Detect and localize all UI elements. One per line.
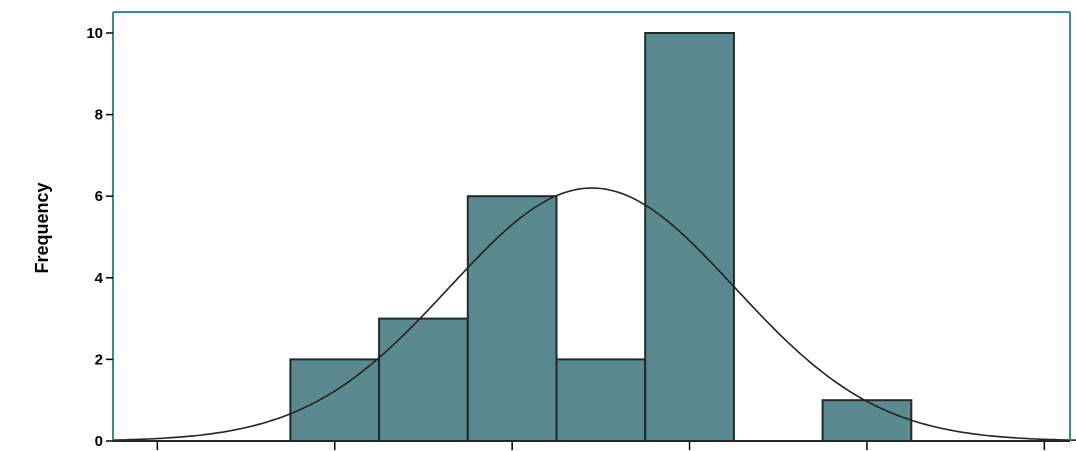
y-tick-label: 2 bbox=[95, 351, 103, 368]
histogram-bar bbox=[378, 317, 469, 443]
plot-frame bbox=[112, 11, 1071, 442]
y-tick-label: 10 bbox=[86, 25, 103, 42]
y-tick-label: 8 bbox=[95, 107, 103, 124]
histogram-bar bbox=[466, 195, 558, 442]
histogram-bar bbox=[555, 358, 647, 442]
y-tick-label: 0 bbox=[95, 433, 103, 450]
y-tick-label: 4 bbox=[95, 270, 104, 287]
x-axis-ticks bbox=[156, 441, 1046, 450]
y-axis-ticks: 0 2 4 6 8 10 bbox=[86, 25, 113, 450]
histogram-bar bbox=[289, 358, 381, 442]
y-axis-label: Frequency bbox=[32, 182, 52, 273]
normal-curve bbox=[112, 187, 1076, 442]
histogram-bar bbox=[644, 32, 735, 442]
histogram-bar bbox=[821, 399, 913, 443]
y-tick-label: 6 bbox=[95, 188, 103, 205]
bars-group bbox=[289, 32, 913, 443]
